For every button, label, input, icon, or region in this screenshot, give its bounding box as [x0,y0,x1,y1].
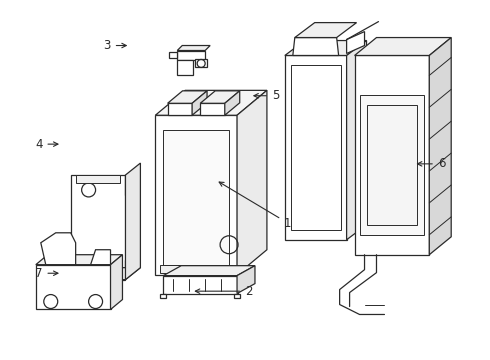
Text: 1: 1 [219,182,292,230]
Polygon shape [71,175,135,280]
Bar [177,50,205,60]
Text: 3: 3 [103,39,126,52]
Polygon shape [429,37,451,255]
Polygon shape [111,255,122,310]
Polygon shape [108,276,121,298]
Polygon shape [346,41,367,240]
Text: 2: 2 [196,285,252,298]
Text: 4: 4 [35,138,58,150]
Text: 5: 5 [254,89,279,102]
Polygon shape [125,163,141,280]
Bar [160,265,232,273]
Bar [234,293,240,298]
Polygon shape [293,37,339,55]
Polygon shape [355,37,451,55]
Polygon shape [163,266,255,276]
Polygon shape [41,233,75,265]
Polygon shape [200,91,240,103]
Bar [163,130,229,265]
Polygon shape [237,266,255,293]
Bar [195,59,207,67]
Bar [355,55,429,255]
Polygon shape [237,90,267,275]
Polygon shape [360,95,424,235]
Bar [155,115,237,275]
Polygon shape [200,103,225,115]
Polygon shape [168,103,192,115]
Bar [367,105,417,225]
Polygon shape [91,250,111,265]
Polygon shape [177,45,210,50]
Bar [291,66,341,230]
Polygon shape [36,255,122,265]
Bar [36,265,111,310]
Polygon shape [168,91,207,103]
Bar [163,276,238,293]
Bar [177,60,193,75]
Bar [160,293,166,298]
Text: 6: 6 [417,157,445,170]
Polygon shape [71,268,141,280]
Polygon shape [295,23,357,37]
Polygon shape [192,91,207,115]
Polygon shape [155,90,267,115]
Bar [169,53,177,58]
Polygon shape [225,91,240,115]
Polygon shape [285,41,367,55]
Bar [285,55,346,240]
Bar [75,175,121,183]
Polygon shape [346,32,365,54]
Text: 7: 7 [35,267,58,280]
